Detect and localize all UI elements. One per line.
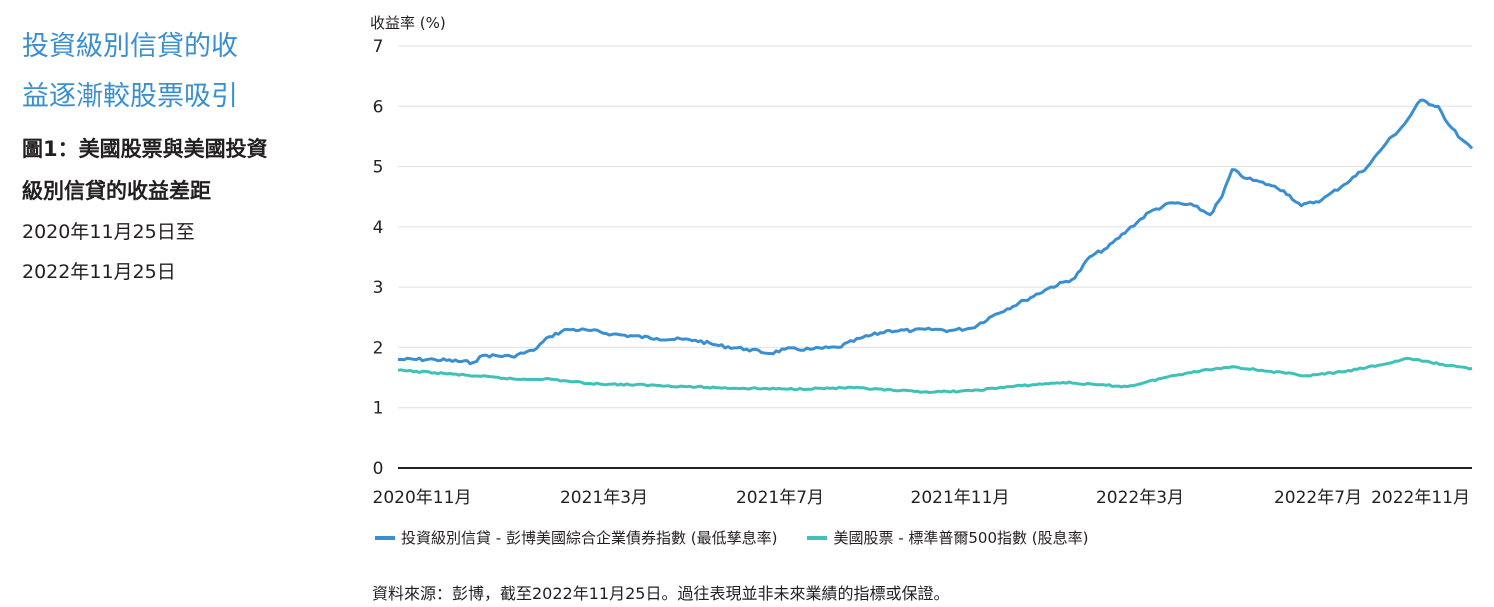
x-tick-label: 2021年11月 [911, 488, 1010, 508]
headline-line-1: 投資級別信貸的收 [22, 31, 238, 62]
y-axis-title: 收益率 (%) [370, 14, 446, 32]
date-range-start: 2020年11月25日至 [22, 221, 195, 243]
x-tick-label: 2021年7月 [736, 488, 824, 508]
x-tick-labels: 2020年11月 2021年3月 2021年7月 2021年11月 2022年3月 202… [373, 488, 1470, 508]
series-line-credit [398, 98, 1474, 366]
legend-item-credit: 投資級別信貸 - 彭博美國綜合企業債券指數 (最低孳息率) [375, 527, 777, 548]
y-tick-labels: 0 1 2 3 4 5 6 7 [373, 37, 384, 479]
legend-swatch-credit [375, 535, 395, 540]
x-tick-label: 2020年11月 [373, 488, 472, 508]
date-range-end: 2022年11月25日 [22, 261, 176, 283]
x-tick-label: 2021年3月 [560, 488, 648, 508]
legend-item-equity: 美國股票 - 標準普爾500指數 (股息率) [807, 527, 1089, 548]
figure-title-line-1: 圖1：美國股票與美國投資 [22, 137, 268, 161]
grid-layer [398, 45, 1472, 409]
series-layer [397, 98, 1474, 394]
series-line-equity [397, 356, 1473, 394]
y-tick-label: 2 [373, 338, 384, 358]
y-tick-label: 1 [373, 399, 384, 419]
x-tick-label: 2022年7月 [1274, 488, 1362, 508]
y-tick-label: 3 [373, 278, 384, 298]
x-tick-label: 2022年3月 [1096, 488, 1184, 508]
legend-label-credit: 投資級別信貸 - 彭博美國綜合企業債券指數 (最低孳息率) [401, 529, 778, 547]
x-tick-label: 2022年11月 [1371, 488, 1470, 508]
y-tick-label: 0 [373, 459, 384, 479]
legend: 投資級別信貸 - 彭博美國綜合企業債券指數 (最低孳息率) 美國股票 - 標準普… [375, 527, 1119, 548]
y-tick-label: 6 [373, 97, 384, 117]
source-note: 資料來源：彭博，截至2022年11月25日。過往表現並非未來業績的指標或保證。 [372, 584, 950, 603]
headline-line-2: 益逐漸較股票吸引 [22, 81, 238, 112]
legend-swatch-equity [807, 535, 828, 540]
figure-title-line-2: 級別信貸的收益差距 [22, 179, 211, 203]
y-tick-label: 7 [373, 37, 384, 57]
left-panel: 投資級別信貸的收 益逐漸較股票吸引 圖1：美國股票與美國投資 級別信貸的收益差距… [22, 22, 332, 292]
legend-label-equity: 美國股票 - 標準普爾500指數 (股息率) [833, 529, 1089, 547]
y-tick-label: 5 [373, 158, 384, 178]
y-tick-label: 4 [373, 218, 384, 238]
